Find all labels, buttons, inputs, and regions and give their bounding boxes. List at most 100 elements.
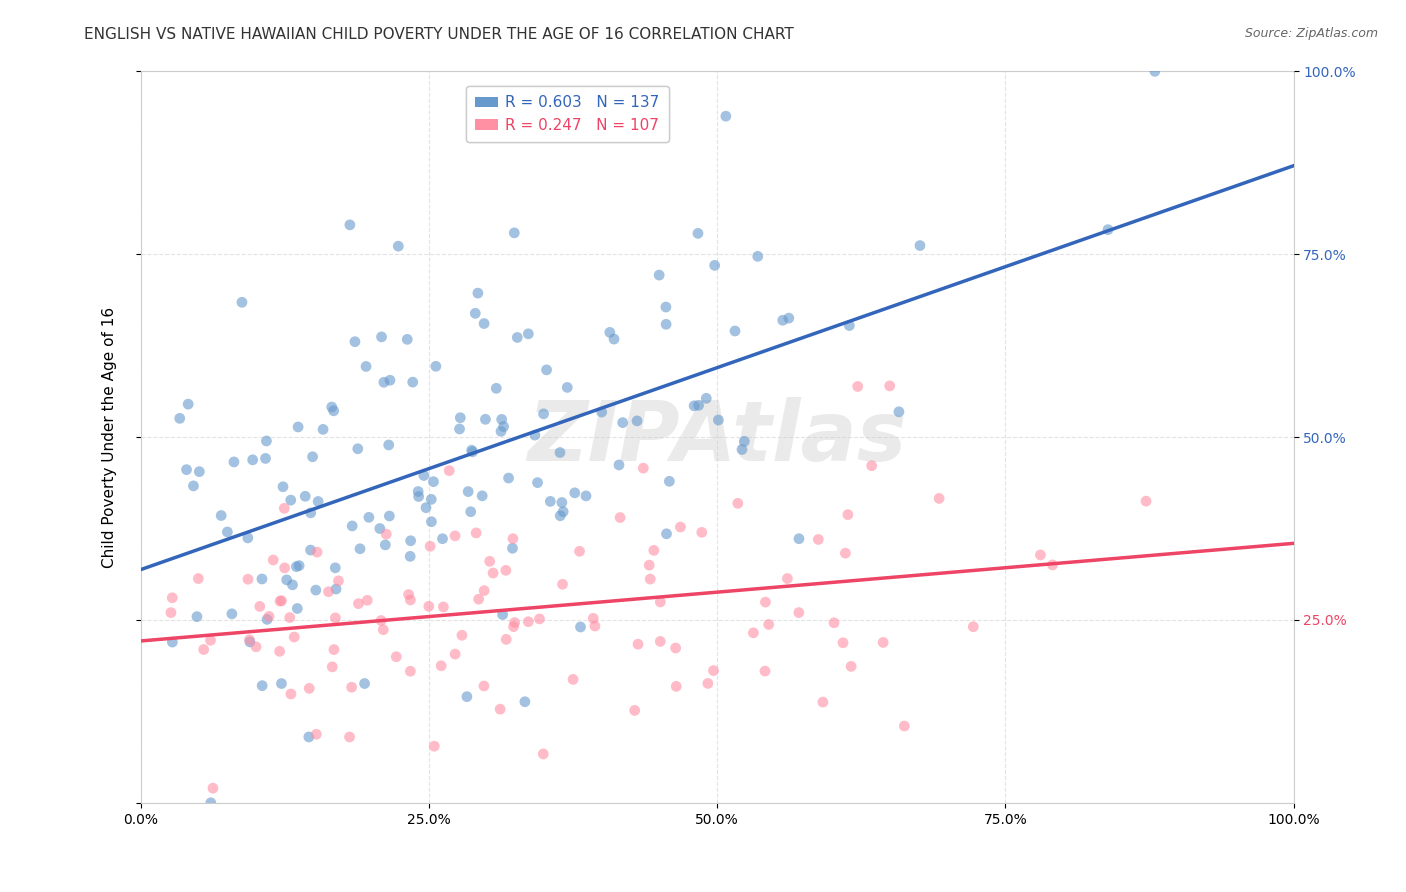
Native Hawaiians — [418, 599, 440, 614]
Native Hawaiians — [787, 606, 810, 620]
English — [714, 109, 737, 123]
Native Hawaiians — [472, 679, 495, 693]
English — [517, 326, 540, 341]
Native Hawaiians — [321, 660, 343, 674]
English — [422, 475, 444, 489]
Native Hawaiians — [823, 615, 845, 630]
English — [349, 541, 371, 556]
Native Hawaiians — [273, 561, 295, 575]
English — [271, 480, 294, 494]
Native Hawaiians — [633, 461, 655, 475]
English — [415, 500, 437, 515]
English — [346, 442, 368, 456]
English — [281, 578, 304, 592]
Native Hawaiians — [305, 727, 328, 741]
Native Hawaiians — [742, 625, 765, 640]
English — [322, 404, 344, 418]
Native Hawaiians — [627, 637, 650, 651]
English — [491, 412, 513, 426]
English — [254, 434, 277, 448]
English — [489, 425, 512, 439]
English — [523, 428, 546, 442]
English — [607, 458, 630, 472]
Native Hawaiians — [582, 611, 605, 625]
English — [564, 486, 586, 500]
Native Hawaiians — [638, 558, 661, 573]
English — [707, 413, 730, 427]
English — [787, 532, 810, 546]
English — [513, 695, 536, 709]
Native Hawaiians — [419, 539, 441, 553]
English — [536, 363, 558, 377]
Native Hawaiians — [385, 649, 408, 664]
Native Hawaiians — [727, 496, 749, 510]
English — [492, 419, 515, 434]
Native Hawaiians — [193, 642, 215, 657]
English — [474, 412, 496, 426]
Native Hawaiians — [262, 553, 284, 567]
English — [538, 494, 561, 508]
English — [301, 450, 323, 464]
English — [838, 318, 860, 333]
Native Hawaiians — [162, 591, 184, 605]
Native Hawaiians — [399, 593, 422, 607]
Native Hawaiians — [340, 680, 363, 694]
Native Hawaiians — [529, 612, 551, 626]
English — [221, 607, 243, 621]
English — [285, 601, 308, 615]
Native Hawaiians — [568, 544, 591, 558]
English — [270, 676, 292, 690]
English — [354, 359, 377, 374]
English — [503, 226, 526, 240]
Native Hawaiians — [1135, 494, 1157, 508]
English — [377, 438, 399, 452]
Native Hawaiians — [650, 595, 672, 609]
Native Hawaiians — [846, 379, 869, 393]
English — [491, 607, 513, 622]
Native Hawaiians — [837, 508, 859, 522]
English — [183, 479, 205, 493]
English — [402, 375, 425, 389]
Native Hawaiians — [280, 687, 302, 701]
English — [485, 381, 508, 395]
Native Hawaiians — [478, 554, 501, 568]
Native Hawaiians — [307, 545, 329, 559]
English — [548, 445, 571, 459]
English — [688, 398, 710, 412]
English — [686, 227, 709, 241]
Native Hawaiians — [347, 597, 370, 611]
English — [461, 444, 484, 458]
Native Hawaiians — [325, 611, 347, 625]
Native Hawaiians — [650, 634, 672, 648]
Native Hawaiians — [273, 501, 295, 516]
Native Hawaiians — [502, 532, 524, 546]
Native Hawaiians — [583, 619, 606, 633]
English — [399, 549, 422, 564]
English — [288, 558, 311, 573]
Native Hawaiians — [482, 566, 505, 580]
Native Hawaiians — [562, 673, 585, 687]
Native Hawaiians — [269, 594, 291, 608]
Native Hawaiians — [370, 614, 392, 628]
English — [217, 524, 239, 539]
Native Hawaiians — [298, 681, 321, 696]
Text: Source: ZipAtlas.com: Source: ZipAtlas.com — [1244, 27, 1378, 40]
English — [908, 238, 931, 252]
Native Hawaiians — [696, 676, 718, 690]
Native Hawaiians — [467, 592, 489, 607]
Native Hawaiians — [669, 520, 692, 534]
Native Hawaiians — [690, 525, 713, 540]
English — [472, 317, 495, 331]
Native Hawaiians — [754, 664, 776, 678]
Native Hawaiians — [638, 572, 661, 586]
Native Hawaiians — [811, 695, 834, 709]
English — [887, 405, 910, 419]
Native Hawaiians — [356, 593, 378, 607]
English — [575, 489, 598, 503]
Text: ZIPAtlas: ZIPAtlas — [527, 397, 907, 477]
Native Hawaiians — [702, 664, 724, 678]
Native Hawaiians — [465, 525, 488, 540]
English — [287, 420, 309, 434]
English — [406, 484, 429, 499]
English — [612, 416, 634, 430]
